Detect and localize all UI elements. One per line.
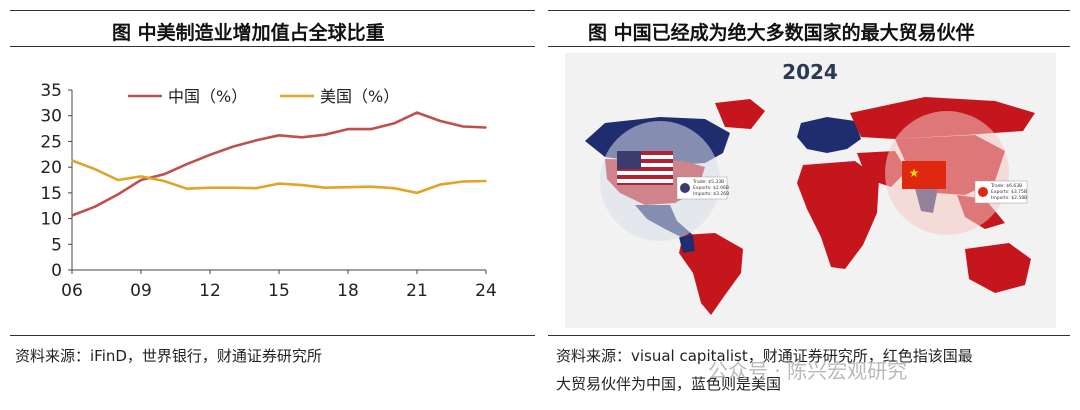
data-point [140, 175, 142, 178]
y-tick-label: 25 [40, 132, 62, 152]
data-point [186, 163, 188, 165]
data-point [71, 214, 73, 217]
africa [797, 161, 879, 269]
china-flag-icon: ★ [902, 161, 946, 189]
data-point [370, 185, 372, 188]
data-point [209, 154, 211, 156]
greenland [715, 99, 765, 129]
watermark: 公众号 · 陈兴宏观研究 [708, 359, 908, 383]
x-tick-label: 12 [199, 281, 221, 301]
data-point [94, 168, 96, 170]
data-point [232, 145, 234, 148]
x-tick-label: 21 [406, 281, 428, 301]
cn-callout-circle [885, 111, 1009, 235]
map-year-label: 2024 [782, 60, 838, 84]
data-point [163, 180, 165, 182]
south-america [679, 233, 743, 315]
series-line-china [71, 111, 487, 217]
right-panel-title: 图 中国已经成为绝大多数国家的最大贸易伙伴 [588, 22, 975, 44]
data-point [140, 179, 142, 181]
y-tick-label: 20 [40, 158, 62, 178]
x-tick-label: 24 [475, 281, 497, 301]
right-top-rule [548, 10, 1070, 11]
cn-callout-exports: Exports: $3.75B [991, 189, 1027, 195]
data-point [324, 133, 326, 136]
data-point [278, 182, 280, 185]
data-point [301, 184, 303, 186]
left-top-rule [10, 10, 535, 11]
data-point [94, 205, 96, 208]
x-tick-label: 06 [61, 281, 83, 301]
y-tick-label: 35 [40, 81, 62, 101]
left-bottom-rule [10, 335, 535, 336]
data-point [163, 173, 165, 176]
us-callout-imports: Imports: $3.26B [693, 191, 729, 197]
data-point [255, 187, 257, 190]
us-callout-trade: Trade: $5.33B [692, 179, 724, 185]
data-point [255, 139, 257, 142]
data-point [439, 183, 441, 186]
data-point [393, 122, 395, 125]
us-callout-box: Trade: $5.33B Exports: $2.06B Imports: $… [676, 176, 729, 200]
us-callout-exports: Exports: $2.06B [693, 185, 729, 191]
right-title-rule [548, 46, 1070, 47]
data-point [393, 187, 395, 190]
right-source-note-line2: 大贸易伙伴为中国，蓝色则是美国 [556, 375, 782, 393]
data-point [370, 128, 372, 130]
data-point [439, 120, 441, 122]
cn-callout-trade: Trade: $6.63B [990, 183, 1022, 189]
data-point [117, 193, 119, 196]
australia [965, 243, 1031, 293]
legend-label: 中国（%） [168, 87, 247, 106]
y-tick-label: 10 [40, 210, 62, 230]
us-flag-icon [617, 151, 673, 185]
data-point [232, 186, 234, 189]
world-map: 2024 [565, 53, 1056, 328]
left-title-rule [10, 46, 535, 47]
x-tick-label: 18 [337, 281, 359, 301]
svg-text:★: ★ [909, 166, 920, 180]
cn-callout-imports: Imports: $2.58B [991, 195, 1027, 201]
data-point [301, 136, 303, 139]
line-chart: 0 5 10 15 20 25 30 35 06 09 12 15 18 21 24 中国（%） 美国（%） [40, 81, 497, 301]
data-point [347, 128, 349, 130]
data-point [416, 111, 418, 114]
right-bottom-rule [548, 335, 1070, 336]
x-tick-label: 15 [268, 281, 290, 301]
left-panel-title: 图 中美制造业增加值占全球比重 [112, 22, 385, 44]
colombia-ecuador [679, 235, 695, 253]
x-tick-label: 09 [130, 281, 152, 301]
y-tick-label: 30 [40, 107, 62, 127]
data-point [416, 192, 418, 194]
y-tick-label: 15 [40, 184, 62, 204]
legend-label: 美国（%） [320, 87, 399, 106]
data-point [462, 125, 464, 128]
data-point [485, 180, 487, 182]
data-point [278, 134, 280, 137]
cn-callout-box: Trade: $6.63B Exports: $3.75B Imports: $… [974, 180, 1028, 204]
data-point [347, 186, 349, 188]
y-tick-label: 5 [51, 235, 62, 255]
data-point [462, 180, 464, 183]
data-point [485, 126, 487, 129]
data-point [71, 159, 73, 162]
data-point [324, 186, 326, 189]
y-tick-label: 0 [51, 261, 62, 281]
data-point [209, 186, 211, 189]
left-source-note: 资料来源：iFinD，世界银行，财通证券研究所 [15, 347, 322, 365]
europe [797, 117, 861, 153]
right-source-note-line1: 资料来源：visual capitalist，财通证券研究所，红色指该国最 [556, 347, 973, 365]
data-point [117, 179, 119, 181]
series-line-us [71, 159, 487, 195]
data-point [186, 187, 188, 190]
